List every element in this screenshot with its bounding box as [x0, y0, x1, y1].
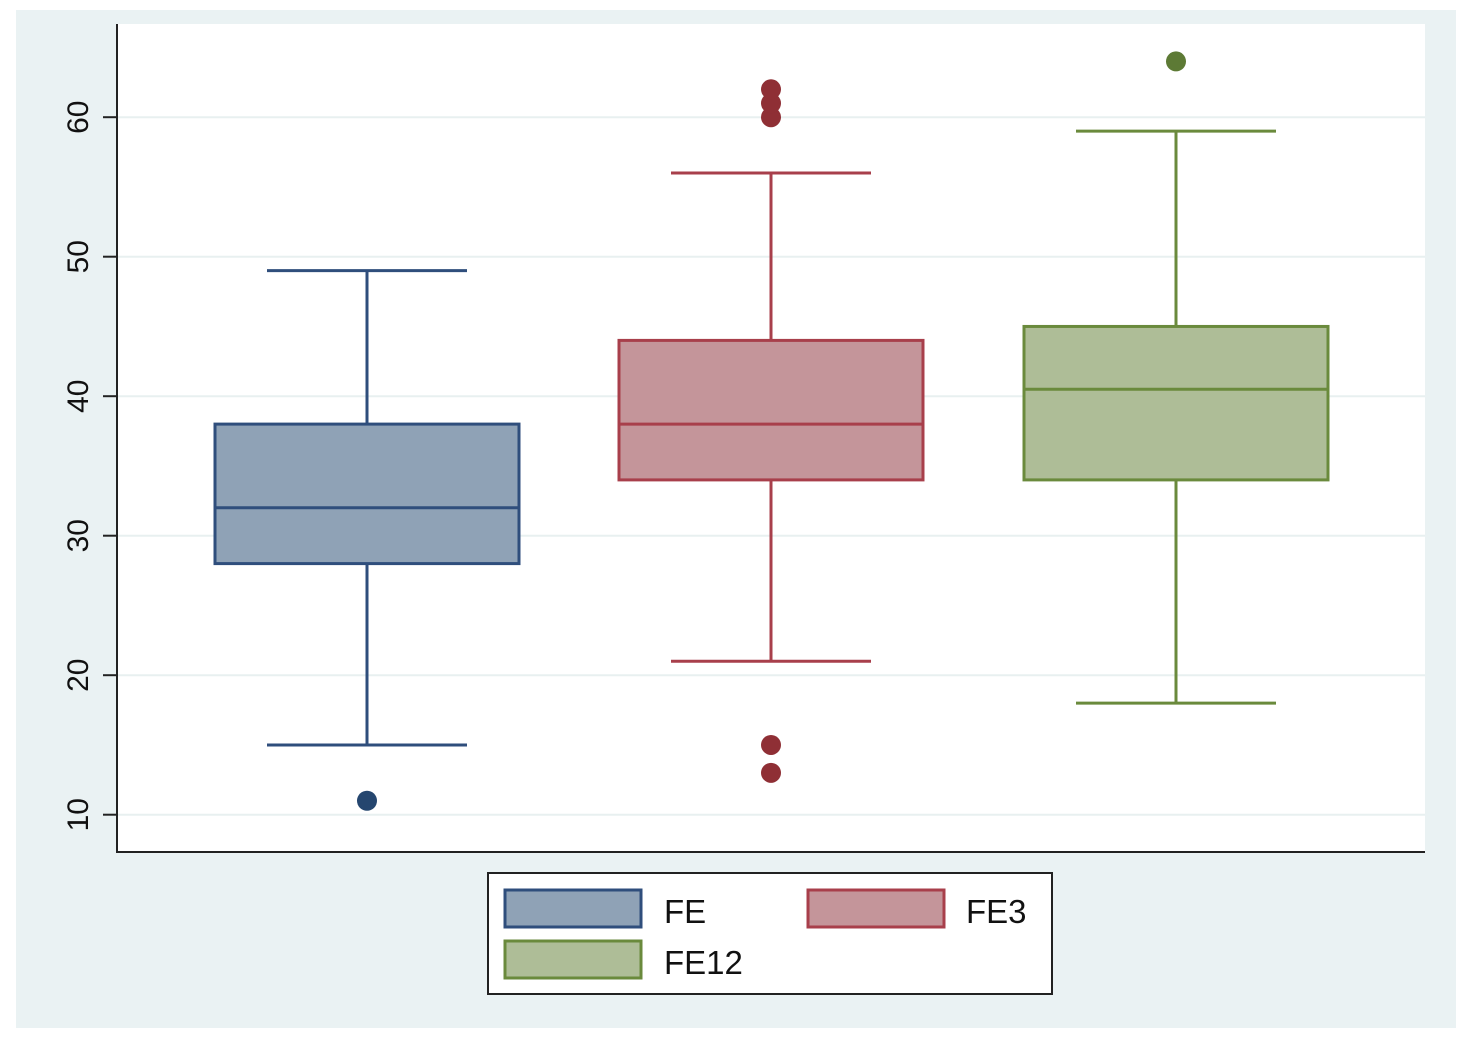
legend-swatch-fe3: [806, 888, 946, 929]
outlier-fe3-1: [761, 734, 781, 755]
iqr-box-fe3: [617, 338, 925, 482]
legend-label-fe3: FE3: [966, 893, 1027, 930]
y-tick-label-60: 60: [62, 101, 95, 134]
iqr-box-fe12: [1022, 324, 1330, 482]
outlier-fe3-2: [761, 107, 781, 128]
box-fe12: [1022, 51, 1330, 705]
outlier-fe3-3: [761, 93, 781, 114]
outlier-fe12-0: [1166, 51, 1186, 72]
box-fe: [213, 269, 521, 811]
y-tick-label-40: 40: [62, 380, 95, 413]
y-tick-label-50: 50: [62, 240, 95, 273]
legend-label-fe12: FE12: [664, 944, 743, 981]
outlier-fe3-4: [761, 79, 781, 100]
legend: FE FE3 FE12: [487, 872, 1053, 995]
legend-swatch-fe: [503, 888, 643, 929]
boxes-layer: [213, 51, 1330, 811]
y-tick-label-10: 10: [62, 798, 95, 831]
y-axis-ticks: 10 20 30 40 50 60: [62, 101, 117, 831]
y-tick-label-20: 20: [62, 659, 95, 692]
iqr-box-fe: [213, 422, 521, 566]
outlier-fe-0: [357, 790, 377, 811]
legend-label-fe: FE: [664, 893, 706, 930]
outlier-fe3-0: [761, 762, 781, 783]
box-fe3: [617, 79, 925, 783]
y-tick-label-30: 30: [62, 519, 95, 552]
legend-swatch-fe12: [503, 939, 643, 980]
